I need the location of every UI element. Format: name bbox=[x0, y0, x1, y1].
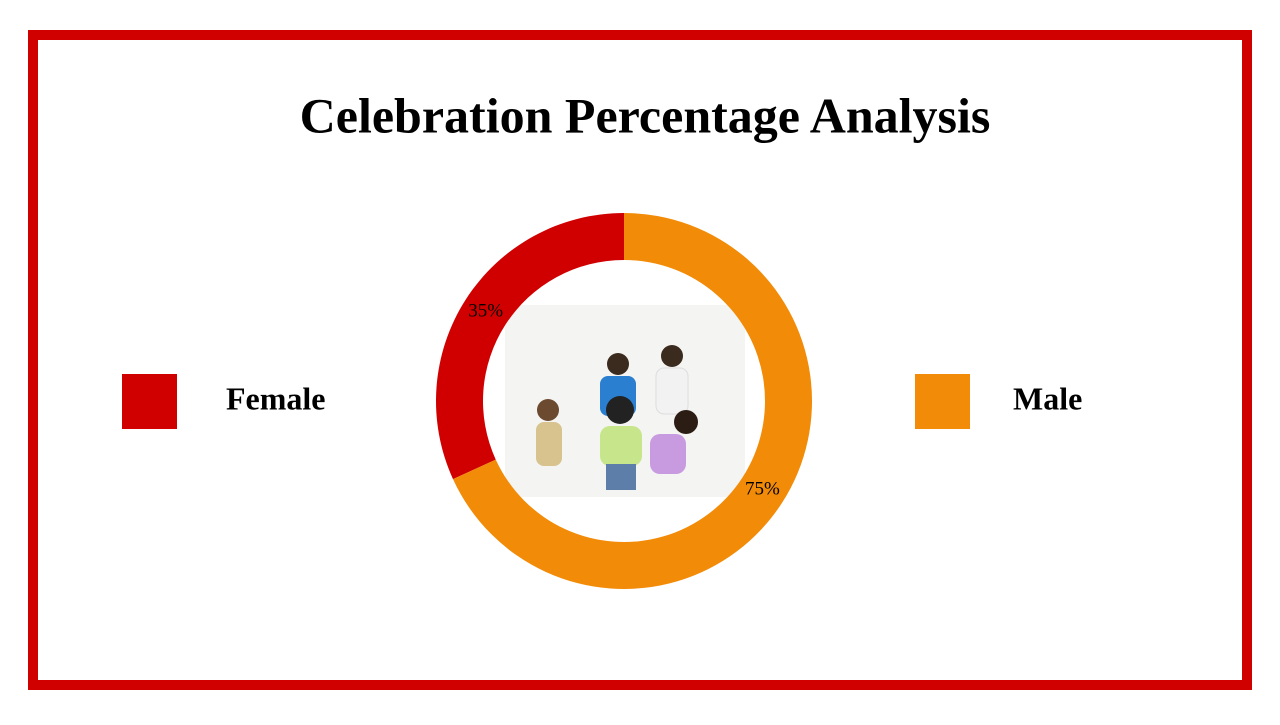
photo-figure bbox=[607, 353, 629, 375]
legend-swatch bbox=[915, 374, 970, 429]
legend-label: Male bbox=[1013, 380, 1082, 416]
photo bbox=[505, 305, 745, 497]
photo-figure bbox=[674, 410, 698, 434]
donut-segment bbox=[436, 213, 624, 480]
photo-figure bbox=[600, 426, 642, 466]
photo-figure bbox=[536, 422, 562, 466]
photo-figure bbox=[537, 399, 559, 421]
photo-figure bbox=[661, 345, 683, 367]
legend-label: Female bbox=[226, 380, 326, 416]
legend-swatch bbox=[122, 374, 177, 429]
photo-figure bbox=[606, 464, 636, 490]
photo-figure bbox=[650, 434, 686, 474]
data-label: 35% bbox=[468, 300, 503, 321]
data-label: 75% bbox=[745, 478, 780, 499]
chart-title: Celebration Percentage Analysis bbox=[300, 87, 991, 143]
photo-figure bbox=[655, 367, 689, 415]
photo-figure bbox=[606, 396, 634, 424]
